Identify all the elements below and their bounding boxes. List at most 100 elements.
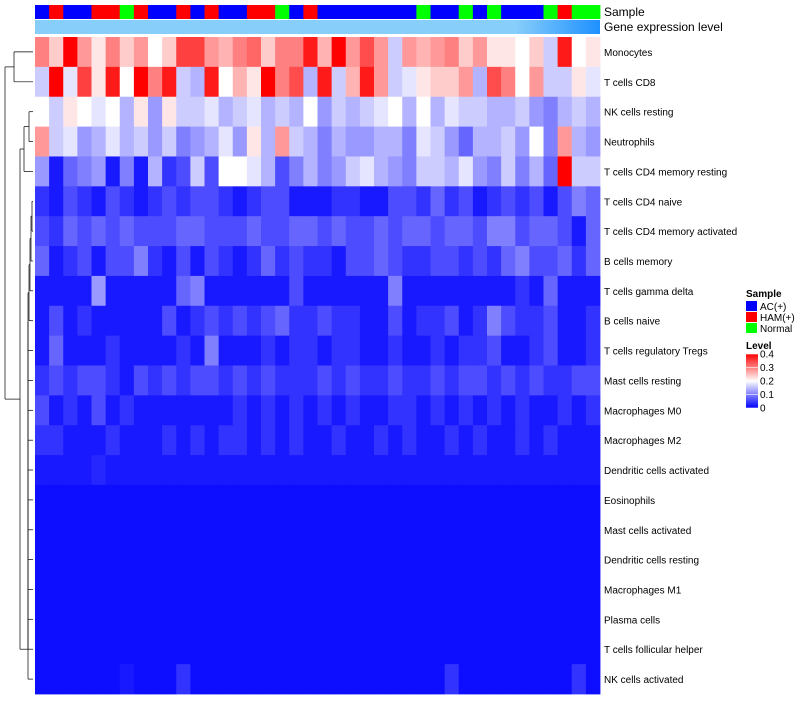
heatmap-cell — [289, 664, 304, 695]
heatmap-cell — [303, 216, 318, 247]
heatmap-cell — [190, 186, 205, 217]
heatmap-cell — [458, 484, 474, 516]
row-label: Eosinophils — [604, 496, 655, 507]
heatmap-cell — [458, 335, 474, 366]
heatmap-cell — [275, 634, 290, 665]
heatmap-cell — [345, 544, 361, 575]
heatmap-cell — [543, 156, 559, 187]
heatmap-cell — [444, 365, 460, 396]
heatmap-cell — [359, 96, 375, 127]
heatmap-cell — [430, 544, 446, 575]
heatmap-cell — [416, 156, 431, 187]
heatmap-cell — [529, 514, 544, 546]
heatmap-cell — [91, 96, 107, 127]
heatmap-cell — [35, 126, 50, 157]
heatmap-cell — [119, 604, 135, 635]
heatmap-cell — [317, 275, 333, 307]
heatmap-cell — [246, 544, 262, 575]
heatmap-cell — [176, 305, 191, 337]
heatmap-cell — [275, 604, 290, 635]
heatmap-cell — [317, 96, 333, 127]
heatmap-cell — [374, 455, 389, 486]
heatmap-cell — [218, 96, 234, 127]
heatmap-cell — [162, 126, 177, 157]
heatmap-cell — [585, 514, 601, 546]
heatmap-cell — [374, 246, 389, 277]
heatmap-cell — [289, 514, 304, 546]
heatmap-cell — [162, 604, 177, 635]
heatmap-cell — [529, 126, 544, 157]
heatmap-cell — [557, 126, 573, 157]
heatmap-cell — [529, 604, 544, 635]
heatmap-cell — [148, 604, 163, 635]
heatmap-cell — [303, 664, 318, 695]
heatmap-cell — [261, 305, 276, 337]
heatmap-cell — [162, 96, 177, 127]
heatmap-cell — [162, 395, 177, 426]
heatmap-cell — [359, 425, 375, 456]
heatmap-cell — [148, 484, 163, 516]
heatmap-cell — [218, 604, 234, 635]
heatmap-cell — [119, 544, 135, 575]
heatmap-cell — [331, 574, 347, 605]
row-label: T cells follicular helper — [604, 645, 703, 656]
heatmap-cell — [176, 425, 191, 456]
heatmap-cell — [416, 395, 431, 426]
heatmap-cell — [148, 544, 163, 575]
heatmap-cell — [472, 186, 488, 217]
heatmap-cell — [331, 275, 347, 307]
heatmap-cell — [472, 425, 488, 456]
heatmap-cell — [430, 96, 446, 127]
heatmap-cell — [515, 365, 530, 396]
heatmap-cell — [571, 664, 587, 695]
heatmap-cell — [345, 37, 361, 68]
heatmap-cell — [472, 156, 488, 187]
heatmap-cell — [190, 395, 205, 426]
heatmap-cell — [515, 66, 530, 98]
sample-annotation-cell — [529, 5, 544, 19]
heatmap-cell — [543, 246, 559, 277]
heatmap-cell — [501, 604, 516, 635]
heatmap-cell — [359, 365, 375, 396]
heatmap-cell — [275, 664, 290, 695]
heatmap-cell — [571, 216, 587, 247]
heatmap-cell — [275, 425, 290, 456]
heatmap-cell — [232, 634, 248, 665]
heatmap-cell — [388, 425, 403, 456]
heatmap-cell — [585, 305, 601, 337]
heatmap-cell — [571, 365, 587, 396]
heatmap-cell — [472, 246, 488, 277]
heatmap-cell — [261, 335, 276, 366]
heatmap-cell — [63, 37, 78, 68]
heatmap-cell — [557, 305, 573, 337]
heatmap-cell — [374, 96, 389, 127]
heatmap-cell — [204, 395, 220, 426]
heatmap-cell — [289, 156, 304, 187]
heatmap-cell — [218, 216, 234, 247]
heatmap-cell — [162, 275, 177, 307]
heatmap-cell — [444, 186, 460, 217]
heatmap-cell — [77, 66, 92, 98]
heatmap-cell — [119, 395, 135, 426]
heatmap-cell — [388, 186, 403, 217]
heatmap-cell — [374, 216, 389, 247]
heatmap-cell — [190, 484, 205, 516]
row-label: Macrophages M2 — [604, 436, 682, 447]
heatmap-cell — [557, 664, 573, 695]
heatmap-cell — [557, 455, 573, 486]
heatmap-cell — [204, 37, 220, 68]
heatmap-cell — [430, 365, 446, 396]
heatmap-cell — [487, 484, 502, 516]
row-label: Plasma cells — [604, 615, 660, 626]
heatmap-cell — [77, 664, 92, 695]
heatmap-cell — [119, 425, 135, 456]
heatmap-cell — [63, 126, 78, 157]
heatmap-cell — [275, 544, 290, 575]
heatmap-cell — [204, 66, 220, 98]
heatmap-cell — [430, 634, 446, 665]
heatmap-cell — [515, 604, 530, 635]
heatmap-cell — [458, 246, 474, 277]
heatmap-cell — [232, 37, 248, 68]
heatmap-cell — [91, 634, 107, 665]
heatmap-cell — [345, 216, 361, 247]
